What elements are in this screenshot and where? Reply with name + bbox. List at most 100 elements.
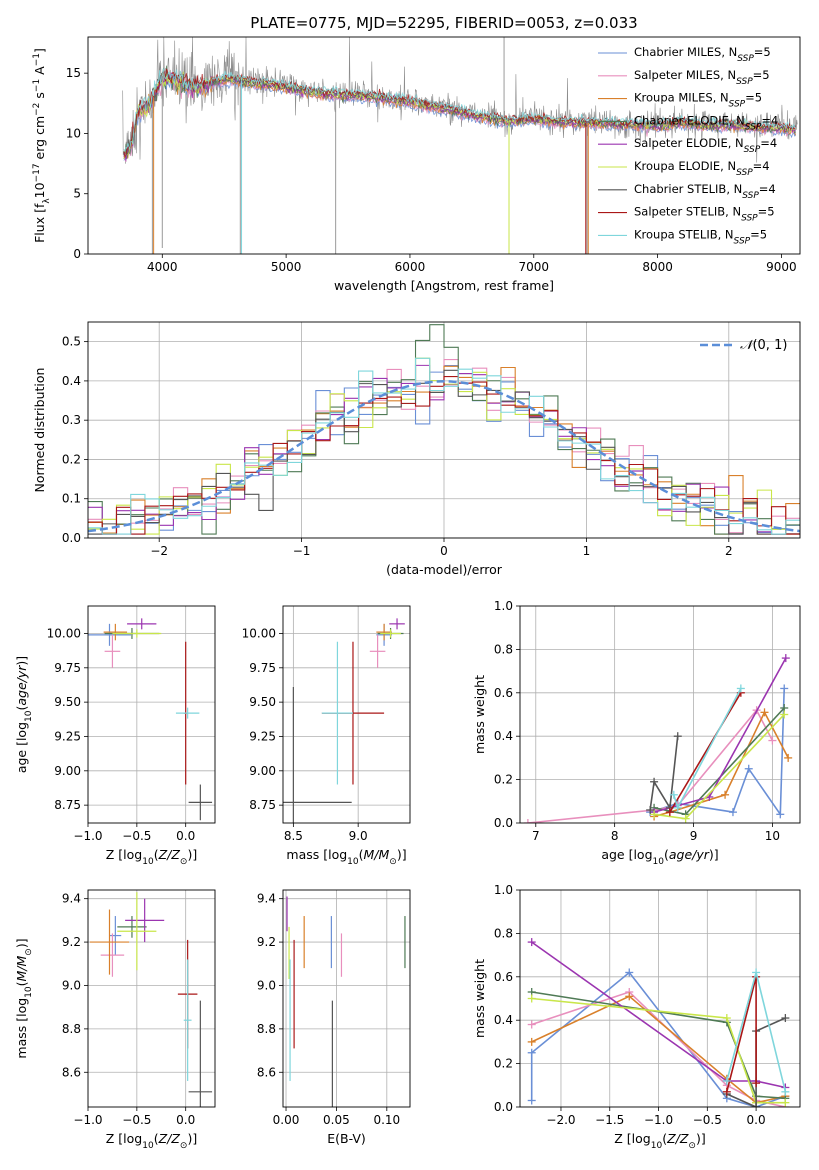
errorbar-point bbox=[104, 634, 121, 668]
legend-entry: Kroupa STELIB, NSSP=5 bbox=[634, 227, 767, 246]
y-tick-label: 0.3 bbox=[62, 413, 81, 427]
mass-weight-marker bbox=[722, 1076, 731, 1085]
y-tick-label: 9.75 bbox=[249, 661, 276, 675]
mass-weight-marker bbox=[768, 736, 777, 745]
x-tick-label: 1 bbox=[583, 544, 591, 558]
residual-histogram-line bbox=[88, 324, 800, 535]
y-tick-label: 9.00 bbox=[54, 764, 81, 778]
x-axis-label: Z [log10(Z/Z⊙)] bbox=[614, 1131, 705, 1151]
x-axis-label: mass [log10(M/M⊙)] bbox=[286, 847, 406, 867]
legend-entry: Kroupa ELODIE, NSSP=4 bbox=[634, 159, 770, 178]
model-spectrum-line bbox=[123, 68, 796, 153]
plot-area bbox=[283, 606, 410, 823]
mass-weight-marker bbox=[776, 810, 785, 819]
y-tick-label: 8.75 bbox=[249, 798, 276, 812]
plot-area bbox=[88, 890, 215, 1107]
axes-frame bbox=[87, 605, 216, 824]
legend-entry: Chabrier MILES, NSSP=5 bbox=[634, 45, 771, 64]
mass-weight-marker bbox=[781, 1098, 790, 1107]
x-axis-label: E(B-V) bbox=[327, 1131, 366, 1146]
plot-marks bbox=[520, 890, 800, 1107]
y-tick-label: 9.00 bbox=[249, 764, 276, 778]
x-axis-label: Z [log10(Z/Z⊙)] bbox=[106, 1131, 197, 1151]
errorbar-point bbox=[117, 916, 147, 938]
mass-weight-marker bbox=[673, 732, 682, 741]
mass-weight-marker bbox=[646, 805, 655, 814]
y-tick-label: 10.00 bbox=[47, 626, 81, 640]
x-tick-label: 5000 bbox=[271, 260, 302, 274]
errorbar-point bbox=[188, 1000, 213, 1107]
x-tick-label: 7 bbox=[532, 829, 540, 843]
x-tick-label: −0.5 bbox=[122, 829, 151, 843]
mass-weight-marker bbox=[752, 1103, 761, 1107]
model-spectrum-line bbox=[123, 70, 796, 159]
axes-frame bbox=[519, 889, 801, 1108]
plot-area bbox=[122, 37, 798, 254]
y-axis-label: Flux [fλ10−17 erg cm−2 s−1 A−1] bbox=[32, 48, 52, 243]
mass-weight-marker bbox=[784, 753, 793, 762]
legend-entry: Salpeter STELIB, NSSP=5 bbox=[634, 205, 775, 224]
x-tick-label: 8 bbox=[611, 829, 619, 843]
plot-area bbox=[88, 606, 215, 823]
x-tick-label: 0.10 bbox=[373, 1113, 400, 1127]
y-tick-label: 9.2 bbox=[257, 935, 276, 949]
axis-ticks: −2 −1 0 1 2 0.0 0.1 0.2 0.3 0.4 0.5 bbox=[62, 335, 733, 558]
x-axis-label: Z [log10(Z/Z⊙)] bbox=[106, 847, 197, 867]
x-tick-label: −0.5 bbox=[122, 1113, 151, 1127]
y-axis-label: mass weight bbox=[472, 959, 487, 1038]
errorbar-point bbox=[127, 618, 157, 630]
x-tick-label: −1.0 bbox=[73, 1113, 102, 1127]
legend: Chabrier MILES, NSSP=5 Salpeter MILES, NS… bbox=[598, 45, 778, 246]
mass-weight-line bbox=[530, 971, 786, 1107]
x-tick-label: 4000 bbox=[147, 260, 178, 274]
y-axis-label: mass weight bbox=[472, 675, 487, 754]
y-tick-label: 0.8 bbox=[494, 642, 513, 656]
y-tick-label: 1.0 bbox=[494, 883, 513, 897]
mass-weight-marker bbox=[527, 994, 536, 1003]
mass-weight-marker bbox=[665, 808, 674, 817]
mass-weight-marker bbox=[728, 808, 737, 817]
x-tick-label: −0.5 bbox=[693, 1113, 722, 1127]
age-vs-mass-panel: 8.5 9.0 8.75 9.00 9.25 9.50 9.75 10.00 mass [log… bbox=[242, 605, 411, 867]
errorbar-point bbox=[103, 623, 128, 641]
y-tick-label: 0.4 bbox=[494, 729, 513, 743]
residual-histogram-line bbox=[88, 369, 800, 535]
mass-weight-vs-age-panel: 7 8 9 10 0.0 0.2 0.4 0.6 0.8 1.0 age [log10(age/yr… bbox=[472, 599, 801, 867]
errorbar-point bbox=[183, 959, 192, 1081]
axis-ticks: 4000 5000 6000 7000 8000 9000 0 5 10 15 bbox=[66, 66, 797, 274]
axis-ticks: −1.0 −0.5 0.0 8.6 8.8 9.0 9.2 9.4 bbox=[62, 892, 195, 1127]
plot-area bbox=[520, 606, 800, 823]
mass-weight-marker bbox=[527, 1037, 536, 1046]
x-tick-label: −2.0 bbox=[546, 1113, 575, 1127]
errorbar-point bbox=[109, 916, 122, 956]
x-tick-label: 9.0 bbox=[349, 829, 368, 843]
x-tick-label: 0.0 bbox=[176, 829, 195, 843]
mass-weight-marker bbox=[752, 1079, 761, 1088]
x-tick-label: 10 bbox=[765, 829, 780, 843]
mass-weight-line bbox=[653, 657, 787, 813]
mass-weight-marker bbox=[669, 790, 678, 799]
y-tick-label: 0.8 bbox=[494, 926, 513, 940]
x-tick-label: 0.00 bbox=[273, 1113, 300, 1127]
age-vs-metallicity-panel: −1.0 −0.5 0.0 8.75 9.00 9.25 9.50 9.75 10.00 Z [l… bbox=[14, 605, 216, 867]
plot-area bbox=[520, 890, 800, 1107]
y-tick-label: 9.0 bbox=[62, 978, 81, 992]
mass-weight-marker bbox=[527, 1020, 536, 1029]
x-tick-label: 0 bbox=[440, 544, 448, 558]
errorbar-point bbox=[100, 933, 125, 977]
mass-weight-marker bbox=[781, 1087, 790, 1096]
legend-entry: Kroupa MILES, NSSP=5 bbox=[634, 91, 762, 110]
y-axis-label: Normed distribution bbox=[32, 368, 47, 493]
mass-weight-marker bbox=[650, 810, 659, 819]
y-axis-label: age [log10(age/yr)] bbox=[14, 656, 34, 773]
plot-marks bbox=[88, 890, 215, 1107]
errorbar-point bbox=[376, 623, 392, 641]
plot-marks bbox=[520, 606, 800, 823]
mass-weight-marker bbox=[681, 814, 690, 823]
y-tick-label: 0.2 bbox=[494, 773, 513, 787]
errorbar-point bbox=[321, 641, 353, 785]
residuals-panel: −2 −1 0 1 2 0.0 0.1 0.2 0.3 0.4 0.5 (data-model)/er… bbox=[32, 321, 801, 577]
figure-title: PLATE=0775, MJD=52295, FIBERID=0053, z=0… bbox=[250, 14, 637, 32]
x-tick-label: −1.0 bbox=[644, 1113, 673, 1127]
mass-weight-marker bbox=[650, 777, 659, 786]
